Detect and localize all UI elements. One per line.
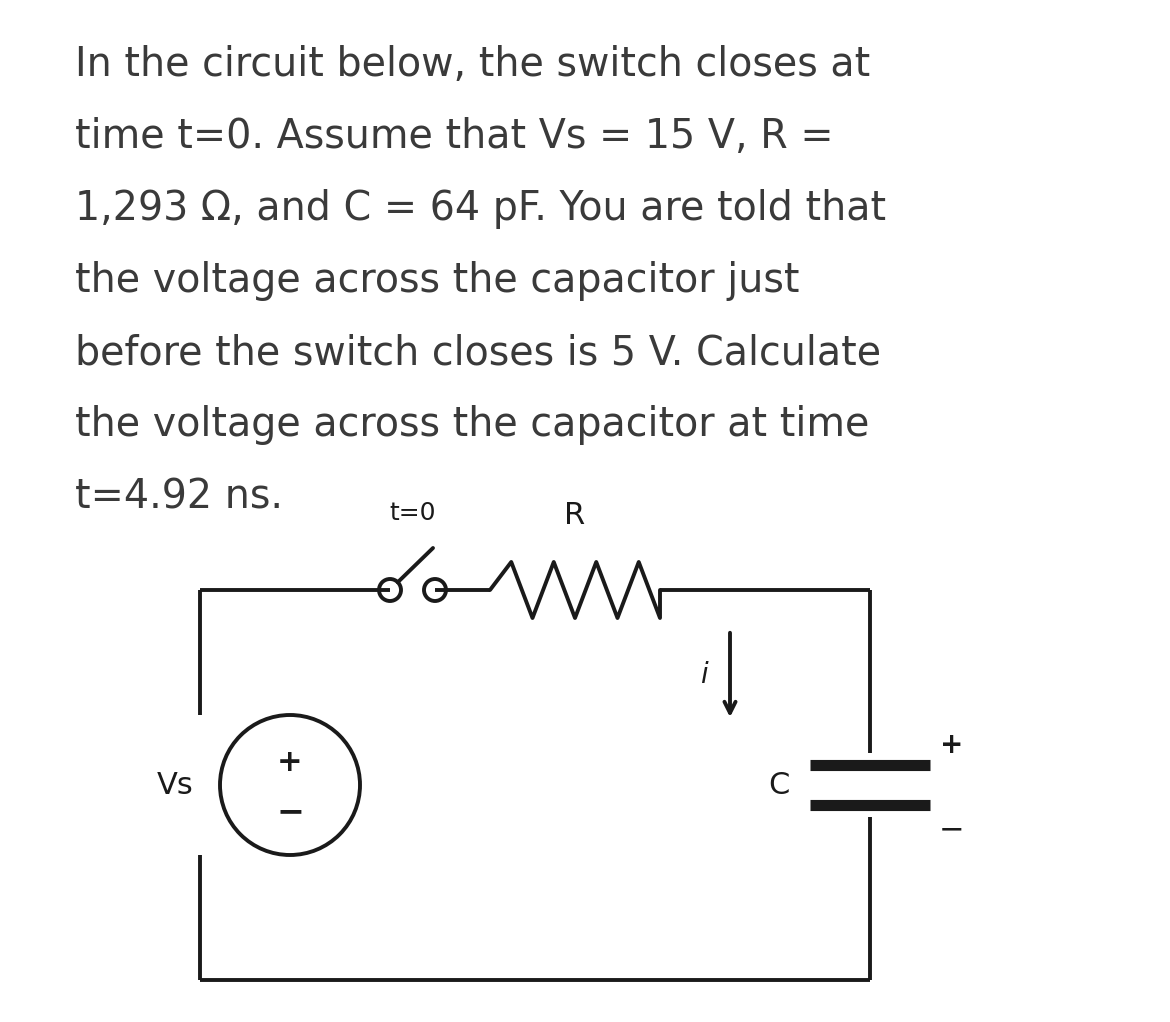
Text: i: i: [701, 661, 708, 689]
Text: t=0: t=0: [390, 501, 435, 525]
Text: Vs: Vs: [157, 771, 193, 799]
Text: the voltage across the capacitor at time: the voltage across the capacitor at time: [75, 405, 869, 445]
Text: 1,293 Ω, and C = 64 pF. You are told that: 1,293 Ω, and C = 64 pF. You are told tha…: [75, 189, 886, 229]
Text: R: R: [564, 501, 586, 530]
Text: −: −: [940, 816, 965, 844]
Text: C: C: [769, 771, 790, 799]
Text: time t=0. Assume that Vs = 15 V, R =: time t=0. Assume that Vs = 15 V, R =: [75, 117, 833, 157]
Text: the voltage across the capacitor just: the voltage across the capacitor just: [75, 261, 799, 301]
Text: In the circuit below, the switch closes at: In the circuit below, the switch closes …: [75, 45, 870, 85]
Text: +: +: [277, 748, 303, 777]
Text: before the switch closes is 5 V. Calculate: before the switch closes is 5 V. Calcula…: [75, 333, 881, 373]
Text: +: +: [941, 731, 964, 759]
Text: −: −: [276, 795, 304, 828]
Text: t=4.92 ns.: t=4.92 ns.: [75, 477, 283, 517]
